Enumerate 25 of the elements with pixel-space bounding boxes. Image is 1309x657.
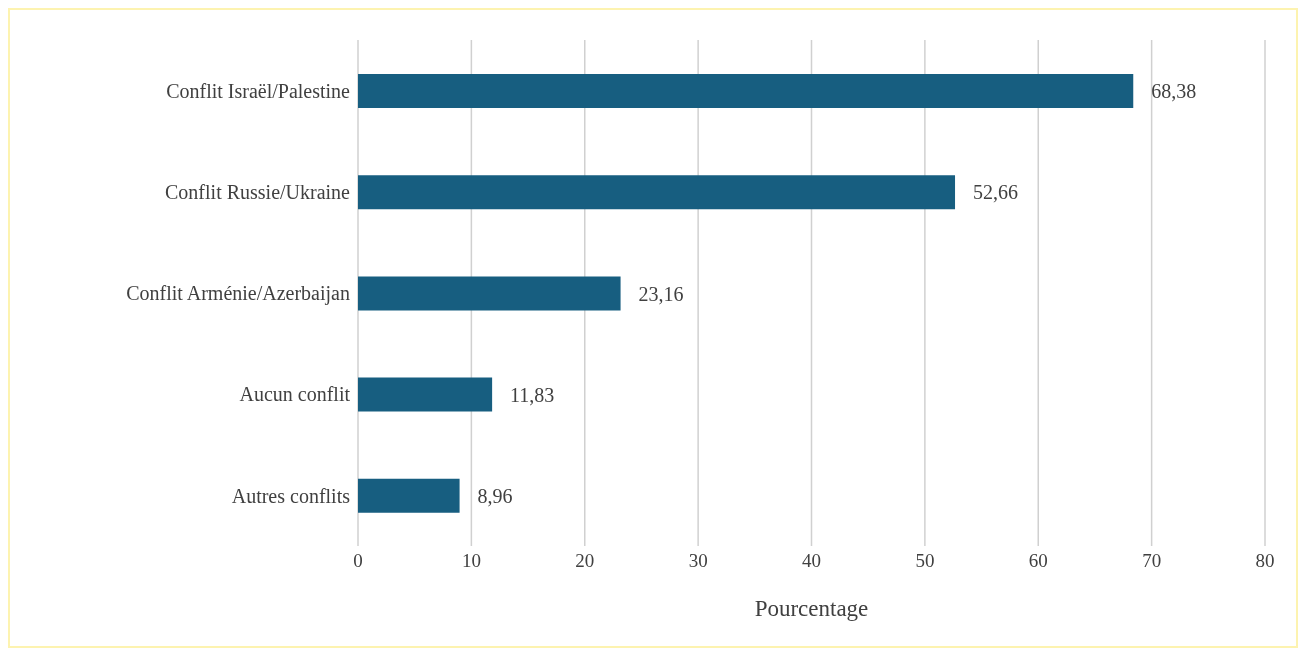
x-tick-label: 20 xyxy=(575,550,595,572)
bar xyxy=(358,175,956,210)
y-tick-label: Conflit Arménie/Azerbaijan xyxy=(126,282,350,306)
y-tick-label: Conflit Russie/Ukraine xyxy=(165,180,351,203)
x-tick-label: 30 xyxy=(688,550,708,572)
data-label: 23,16 xyxy=(638,282,684,305)
bar xyxy=(358,478,460,513)
x-tick-label: 40 xyxy=(802,550,821,572)
x-axis-title: Pourcentage xyxy=(754,596,869,621)
data-label: 8,96 xyxy=(477,484,513,507)
x-tick-label: 10 xyxy=(461,550,481,572)
bar xyxy=(358,377,493,412)
bar xyxy=(358,74,1134,108)
data-label: 11,83 xyxy=(510,383,555,406)
y-tick-label: Conflit Israël/Palestine xyxy=(166,79,351,102)
data-label: 68,38 xyxy=(1151,80,1197,103)
y-tick-label: Aucun conflit xyxy=(239,383,351,406)
x-tick-label: 80 xyxy=(1255,550,1275,572)
data-label: 52,66 xyxy=(973,181,1019,204)
bar xyxy=(358,276,621,311)
x-tick-label: 60 xyxy=(1028,550,1048,572)
x-tick-label: 70 xyxy=(1142,550,1162,572)
y-tick-label: Autres conflits xyxy=(231,484,351,507)
x-tick-label: 0 xyxy=(353,550,363,572)
x-tick-label: 50 xyxy=(915,550,935,572)
